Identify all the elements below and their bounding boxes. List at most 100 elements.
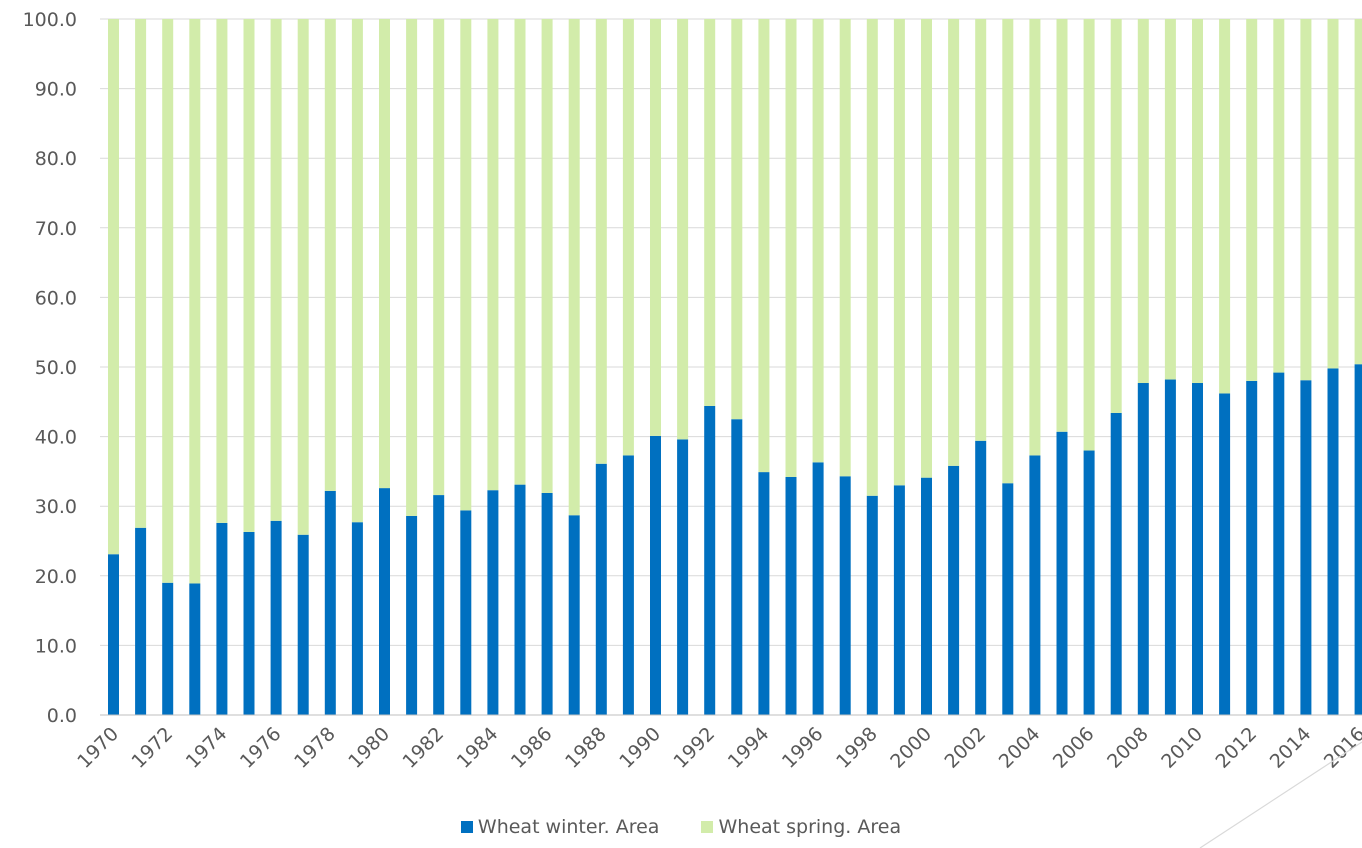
bar-winter-2001 <box>948 465 960 715</box>
x-tick-label: 1986 <box>507 723 557 773</box>
bar-winter-2011 <box>1219 393 1231 715</box>
bar-winter-2008 <box>1137 383 1149 715</box>
bar-winter-2010 <box>1192 383 1203 715</box>
x-tick-label: 2002 <box>940 723 990 773</box>
legend-swatch-spring <box>701 821 714 833</box>
x-tick-label: 1996 <box>778 723 828 773</box>
bar-winter-2013 <box>1273 372 1285 715</box>
bar-winter-2003 <box>1002 483 1014 715</box>
bar-spring-1987 <box>568 19 580 516</box>
y-tick-label: 0.0 <box>47 705 77 727</box>
bar-spring-2014 <box>1300 19 1312 381</box>
x-tick-label: 1972 <box>127 723 177 773</box>
bar-spring-2004 <box>1029 19 1041 456</box>
y-tick-label: 50.0 <box>35 357 77 379</box>
bar-spring-1970 <box>108 19 119 555</box>
bar-winter-2006 <box>1083 450 1095 715</box>
x-tick-label: 1978 <box>290 723 340 773</box>
bar-winter-2009 <box>1164 379 1176 715</box>
bar-winter-1974 <box>216 522 228 715</box>
bar-spring-1992 <box>704 19 716 406</box>
bar-winter-1993 <box>731 419 743 715</box>
x-tick-label: 2006 <box>1049 723 1099 773</box>
legend-label-winter: Wheat winter. Area <box>477 816 660 838</box>
bar-spring-1990 <box>650 19 661 436</box>
x-tick-label: 1992 <box>669 723 719 773</box>
x-tick-label: 1976 <box>236 723 286 773</box>
bar-spring-1972 <box>162 19 174 583</box>
bar-spring-2002 <box>975 19 987 441</box>
x-tick-label: 1990 <box>615 723 665 773</box>
legend-item-spring: Wheat spring. Area <box>701 816 901 838</box>
bar-winter-1977 <box>297 534 309 715</box>
bar-spring-1981 <box>406 19 418 516</box>
bar-winter-1978 <box>324 490 336 715</box>
bar-winter-2000 <box>921 477 932 715</box>
bar-spring-2015 <box>1327 19 1339 369</box>
bar-spring-1976 <box>270 19 282 521</box>
y-tick-label: 80.0 <box>35 148 77 170</box>
bar-winter-2015 <box>1327 368 1339 715</box>
bar-winter-1994 <box>758 472 770 715</box>
bar-winter-1970 <box>108 554 119 715</box>
legend-label-spring: Wheat spring. Area <box>718 816 902 838</box>
x-tick-label: 2008 <box>1103 723 1153 773</box>
bar-spring-1979 <box>351 19 363 523</box>
bar-spring-1971 <box>135 19 147 528</box>
bar-winter-2016 <box>1354 364 1362 715</box>
y-tick-label: 70.0 <box>35 218 77 240</box>
legend-swatch-winter <box>460 821 473 833</box>
bar-spring-1991 <box>677 19 689 440</box>
bar-spring-1995 <box>785 19 797 477</box>
x-tick-label: 1970 <box>73 723 123 773</box>
bar-spring-2000 <box>921 19 932 478</box>
bar-spring-2001 <box>948 19 960 466</box>
bar-winter-1995 <box>785 476 797 715</box>
bar-spring-2003 <box>1002 19 1014 484</box>
x-tick-label: 2014 <box>1266 723 1316 773</box>
bar-spring-1985 <box>514 19 526 485</box>
x-tick-label: 1994 <box>724 723 774 773</box>
bar-spring-2008 <box>1137 19 1149 384</box>
bar-spring-2012 <box>1246 19 1258 381</box>
x-tick-label: 1998 <box>832 723 882 773</box>
bar-spring-1974 <box>216 19 228 523</box>
x-tick-label: 1974 <box>182 723 232 773</box>
bar-spring-1997 <box>839 19 851 477</box>
bar-winter-1992 <box>704 405 716 715</box>
y-tick-label: 40.0 <box>35 427 77 449</box>
bar-winter-2002 <box>975 440 987 715</box>
bar-spring-1978 <box>324 19 336 491</box>
bar-spring-1998 <box>866 19 878 496</box>
bar-winter-1979 <box>351 522 363 715</box>
bar-winter-1984 <box>487 490 499 715</box>
bar-winter-1971 <box>135 527 147 715</box>
bar-spring-2009 <box>1164 19 1176 380</box>
bar-winter-1990 <box>650 435 661 715</box>
x-tick-label: 1984 <box>453 723 503 773</box>
bar-spring-2010 <box>1192 19 1203 384</box>
bars <box>108 19 1362 715</box>
bar-winter-1987 <box>568 515 580 715</box>
bar-winter-2012 <box>1246 380 1258 715</box>
bar-spring-1984 <box>487 19 499 491</box>
y-tick-label: 30.0 <box>35 496 77 518</box>
y-tick-label: 60.0 <box>35 287 77 309</box>
bar-spring-2013 <box>1273 19 1285 373</box>
bar-winter-1982 <box>433 495 445 715</box>
bar-winter-1981 <box>406 515 418 715</box>
bar-spring-1973 <box>189 19 201 584</box>
bar-spring-1988 <box>595 19 607 464</box>
x-tick-label: 1980 <box>344 723 394 773</box>
bar-spring-1975 <box>243 19 255 532</box>
x-tick-label: 2004 <box>995 723 1045 773</box>
corner-decoration-line <box>1199 741 1362 848</box>
bar-winter-1986 <box>541 492 553 715</box>
legend: Wheat winter. Area Wheat spring. Area <box>0 816 1362 838</box>
y-axis-ticks: 0.0 10.0 20.0 30.0 40.0 50.0 60.0 70.0 80.0 90.0 1… <box>23 9 77 727</box>
bar-spring-1986 <box>541 19 553 493</box>
bar-spring-1999 <box>893 19 905 486</box>
bar-spring-1993 <box>731 19 743 420</box>
bar-winter-1975 <box>243 531 255 715</box>
x-tick-label: 1982 <box>398 723 448 773</box>
